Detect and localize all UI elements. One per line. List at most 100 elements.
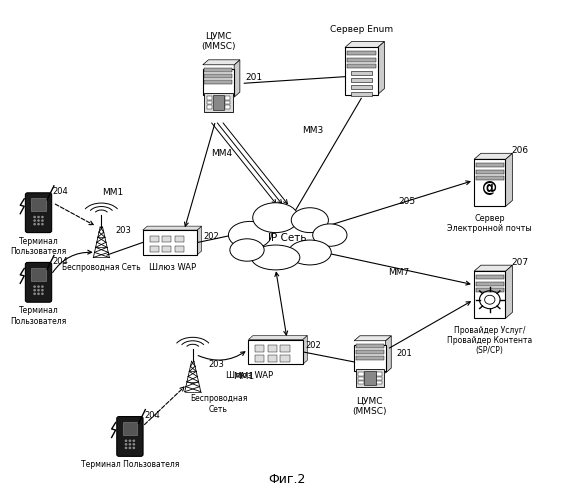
FancyBboxPatch shape [376, 376, 382, 380]
FancyBboxPatch shape [364, 370, 375, 386]
Polygon shape [345, 42, 385, 48]
FancyBboxPatch shape [376, 381, 382, 384]
Text: 207: 207 [511, 258, 529, 267]
Text: Сервер
Электронной почты: Сервер Электронной почты [447, 214, 532, 233]
Polygon shape [474, 154, 513, 160]
FancyArrowPatch shape [198, 352, 245, 360]
FancyBboxPatch shape [150, 236, 159, 242]
FancyBboxPatch shape [207, 96, 212, 100]
Text: MM3: MM3 [302, 126, 323, 135]
FancyBboxPatch shape [358, 376, 364, 380]
Text: Шлюз WAP: Шлюз WAP [226, 371, 273, 380]
FancyBboxPatch shape [376, 372, 382, 376]
Text: 201: 201 [245, 73, 262, 82]
Text: MM7: MM7 [388, 268, 409, 277]
Polygon shape [203, 60, 240, 65]
FancyBboxPatch shape [476, 282, 504, 286]
FancyBboxPatch shape [150, 246, 159, 252]
FancyBboxPatch shape [204, 80, 232, 84]
FancyBboxPatch shape [224, 100, 230, 104]
Polygon shape [354, 336, 391, 340]
Text: 203: 203 [115, 226, 131, 234]
Ellipse shape [253, 203, 298, 232]
Text: Терминал Пользователя: Терминал Пользователя [81, 460, 179, 469]
FancyBboxPatch shape [356, 344, 384, 348]
Circle shape [34, 286, 35, 287]
Text: @: @ [482, 180, 498, 196]
FancyBboxPatch shape [174, 236, 184, 242]
Polygon shape [234, 60, 240, 97]
FancyBboxPatch shape [249, 340, 302, 364]
FancyBboxPatch shape [255, 345, 265, 352]
Circle shape [125, 440, 127, 442]
FancyBboxPatch shape [345, 48, 378, 94]
Polygon shape [474, 265, 513, 271]
FancyBboxPatch shape [354, 344, 386, 370]
FancyBboxPatch shape [268, 345, 277, 352]
Text: 204: 204 [53, 257, 68, 266]
FancyBboxPatch shape [347, 52, 376, 56]
FancyBboxPatch shape [32, 268, 45, 280]
FancyBboxPatch shape [162, 236, 171, 242]
Circle shape [42, 286, 43, 287]
FancyBboxPatch shape [207, 105, 212, 108]
Circle shape [38, 290, 39, 291]
FancyBboxPatch shape [358, 372, 364, 376]
FancyBboxPatch shape [351, 92, 371, 96]
FancyBboxPatch shape [476, 176, 504, 180]
Ellipse shape [288, 240, 331, 265]
FancyBboxPatch shape [351, 72, 371, 76]
Polygon shape [506, 265, 513, 318]
Text: 203: 203 [209, 360, 224, 369]
Circle shape [125, 444, 127, 445]
Ellipse shape [228, 222, 272, 249]
Ellipse shape [291, 208, 328, 233]
FancyBboxPatch shape [474, 160, 506, 206]
Text: 206: 206 [511, 146, 529, 155]
Circle shape [129, 440, 130, 442]
Text: ЦУМС
(MMSC): ЦУМС (MMSC) [201, 32, 236, 51]
FancyBboxPatch shape [224, 96, 230, 100]
Text: Провайдер Услуг/
Провайдер Контента
(SP/CP): Провайдер Услуг/ Провайдер Контента (SP/… [447, 326, 533, 356]
FancyBboxPatch shape [358, 381, 364, 384]
Circle shape [34, 290, 35, 291]
FancyBboxPatch shape [213, 94, 224, 110]
Text: Шлюз WAP: Шлюз WAP [149, 264, 196, 272]
FancyArrowPatch shape [53, 250, 92, 272]
Ellipse shape [230, 239, 264, 261]
FancyBboxPatch shape [347, 58, 376, 62]
Ellipse shape [251, 245, 300, 270]
Polygon shape [249, 336, 307, 340]
FancyBboxPatch shape [207, 100, 212, 104]
Circle shape [129, 444, 130, 445]
Circle shape [34, 220, 35, 221]
Polygon shape [143, 226, 201, 230]
Circle shape [42, 290, 43, 291]
Polygon shape [386, 336, 391, 373]
Text: 201: 201 [397, 349, 413, 358]
FancyBboxPatch shape [474, 271, 506, 318]
FancyBboxPatch shape [356, 350, 384, 354]
Text: MM1: MM1 [234, 372, 255, 382]
FancyBboxPatch shape [356, 368, 384, 388]
FancyBboxPatch shape [356, 356, 384, 360]
FancyBboxPatch shape [204, 68, 232, 71]
Text: 202: 202 [203, 232, 219, 241]
FancyBboxPatch shape [351, 86, 371, 89]
FancyBboxPatch shape [174, 246, 184, 252]
Polygon shape [378, 42, 385, 94]
FancyBboxPatch shape [347, 64, 376, 68]
Text: ЦУМС
(MMSC): ЦУМС (MMSC) [352, 396, 387, 416]
FancyBboxPatch shape [255, 355, 265, 362]
Text: 204: 204 [144, 411, 160, 420]
Circle shape [38, 216, 39, 218]
Circle shape [42, 216, 43, 218]
FancyBboxPatch shape [224, 105, 230, 108]
Text: MM1: MM1 [102, 188, 123, 197]
FancyBboxPatch shape [117, 416, 143, 457]
Polygon shape [197, 226, 201, 255]
Circle shape [42, 220, 43, 221]
FancyBboxPatch shape [162, 246, 171, 252]
Circle shape [133, 440, 134, 442]
FancyBboxPatch shape [281, 345, 289, 352]
